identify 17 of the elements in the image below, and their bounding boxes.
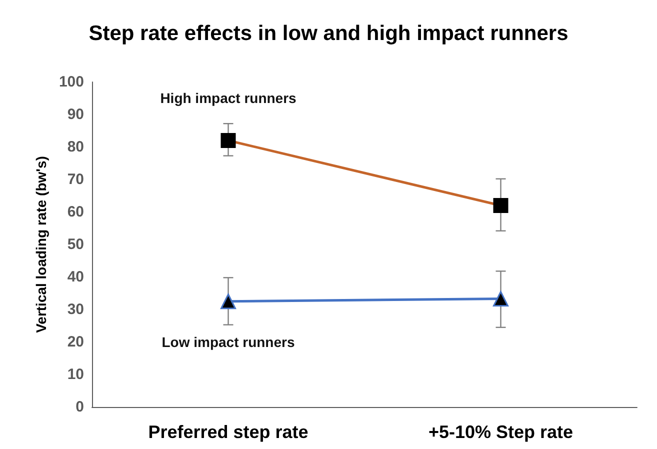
y-tick-label: 50 [67, 236, 84, 253]
y-tick-label: 80 [67, 138, 84, 156]
y-tick-label: 100 [58, 74, 84, 90]
y-tick-label: 0 [76, 398, 84, 416]
y-axis-title: Vertical loading rate (bw's) [33, 156, 50, 333]
y-tick-label: 90 [67, 106, 84, 123]
y-tick-label: 40 [67, 268, 84, 286]
y-tick-label: 70 [67, 171, 84, 188]
text: High impact runners [160, 90, 297, 106]
y-tick-label: 20 [67, 334, 84, 350]
y-tick-label: 10 [67, 366, 84, 383]
text: Low impact runners [162, 334, 295, 350]
x-tick-label: Preferred step rate [148, 422, 308, 442]
y-tick-label: 60 [67, 204, 84, 220]
chart-title: Step rate effects in low and high impact runners [88, 22, 568, 45]
x-tick-label: +5-10% Step rate [428, 422, 574, 442]
y-tick-label: 30 [67, 301, 84, 318]
